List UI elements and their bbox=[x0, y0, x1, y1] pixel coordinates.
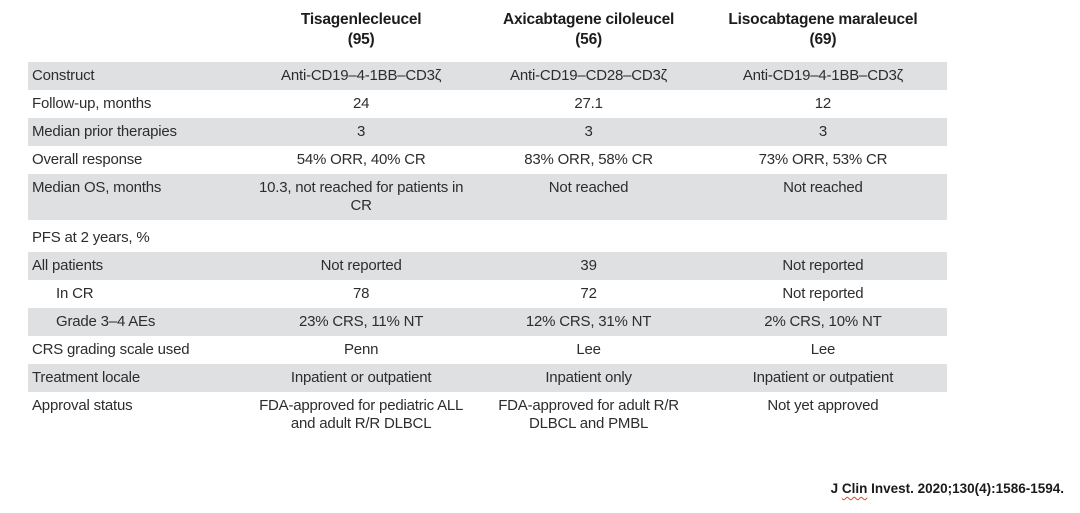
column-header-name: Axicabtagene ciloleucel bbox=[503, 11, 675, 28]
cell-followup-tisa: 24 bbox=[352, 95, 370, 112]
cell-incr-axi: 72 bbox=[580, 285, 597, 302]
row-pfs-section: PFS at 2 years, % bbox=[28, 220, 947, 252]
row-all-patients: All patients Not reported 39 Not reporte… bbox=[28, 252, 947, 280]
cell-followup-axi: 27.1 bbox=[574, 95, 603, 112]
column-header-tisagenlecleucel: Tisagenlecleucel (95) bbox=[244, 8, 478, 62]
cell-os-axi: Not reached bbox=[478, 174, 699, 220]
row-label: Overall response bbox=[32, 151, 143, 168]
cell-crsscale-axi: Lee bbox=[576, 341, 601, 358]
cell-aes-liso: 2% CRS, 10% NT bbox=[698, 308, 947, 336]
cell-locale-axi: Inpatient only bbox=[478, 364, 699, 392]
column-header-name: Lisocabtagene maraleucel bbox=[728, 11, 918, 28]
row-label: Construct bbox=[28, 62, 244, 90]
cell-pfs-liso bbox=[699, 220, 947, 252]
row-overall-response: Overall response 54% ORR, 40% CR 83% ORR… bbox=[28, 146, 947, 174]
corner-cell bbox=[28, 8, 244, 62]
cell-crsscale-tisa: Penn bbox=[344, 341, 379, 358]
cell-construct-liso: Anti-CD19–4-1BB–CD3ζ bbox=[698, 62, 947, 90]
journal-citation: J Clin Invest. 2020;130(4):1586-1594. bbox=[831, 481, 1064, 496]
cell-pfs-axi bbox=[478, 220, 699, 252]
row-in-cr: In CR 78 72 Not reported bbox=[28, 280, 947, 308]
cell-locale-liso: Inpatient or outpatient bbox=[698, 364, 947, 392]
row-grade-aes: Grade 3–4 AEs 23% CRS, 11% NT 12% CRS, 3… bbox=[28, 308, 947, 336]
cell-locale-tisa: Inpatient or outpatient bbox=[243, 364, 479, 392]
row-label: Median OS, months bbox=[28, 174, 244, 220]
row-label: Follow-up, months bbox=[32, 95, 152, 112]
cell-pfs-tisa bbox=[244, 220, 478, 252]
cell-response-axi: 83% ORR, 58% CR bbox=[524, 151, 653, 168]
cell-approval-tisa: FDA-approved for pediatric ALL and adult… bbox=[259, 397, 464, 432]
row-label: All patients bbox=[28, 252, 244, 280]
column-header-n: (56) bbox=[575, 31, 602, 48]
column-header-lisocabtagene: Lisocabtagene maraleucel (69) bbox=[699, 8, 947, 62]
row-followup: Follow-up, months 24 27.1 12 bbox=[28, 90, 947, 118]
header-row: Tisagenlecleucel (95) Axicabtagene cilol… bbox=[28, 8, 947, 62]
cell-prior-tisa: 3 bbox=[243, 118, 479, 146]
row-label: In CR bbox=[56, 285, 94, 302]
column-header-n: (69) bbox=[809, 31, 837, 48]
citation-prefix: J bbox=[830, 481, 842, 496]
row-treatment-locale: Treatment locale Inpatient or outpatient… bbox=[28, 364, 947, 392]
row-approval-status: Approval status FDA-approved for pediatr… bbox=[28, 392, 947, 438]
row-label: Approval status bbox=[32, 397, 133, 414]
cell-aes-tisa: 23% CRS, 11% NT bbox=[243, 308, 479, 336]
cell-followup-liso: 12 bbox=[814, 95, 832, 112]
citation-suffix: Invest. 2020;130(4):1586-1594. bbox=[867, 481, 1064, 496]
column-header-n: (95) bbox=[347, 31, 375, 48]
cell-prior-axi: 3 bbox=[478, 118, 699, 146]
row-construct: Construct Anti-CD19–4-1BB–CD3ζ Anti-CD19… bbox=[28, 62, 947, 90]
row-prior-therapies: Median prior therapies 3 3 3 bbox=[28, 118, 947, 146]
cell-construct-tisa: Anti-CD19–4-1BB–CD3ζ bbox=[243, 62, 479, 90]
cell-crsscale-liso: Lee bbox=[810, 341, 836, 358]
cell-os-tisa: 10.3, not reached for patients in CR bbox=[243, 174, 479, 220]
column-header-axicabtagene: Axicabtagene ciloleucel (56) bbox=[478, 8, 699, 62]
row-label: Treatment locale bbox=[28, 364, 244, 392]
row-label: CRS grading scale used bbox=[32, 341, 190, 358]
row-median-os: Median OS, months 10.3, not reached for … bbox=[28, 174, 947, 220]
row-label: Median prior therapies bbox=[28, 118, 244, 146]
cell-incr-tisa: 78 bbox=[352, 285, 370, 302]
citation-spellcheck-word: Clin bbox=[841, 481, 868, 496]
cell-approval-axi: FDA-approved for adult R/R DLBCL and PMB… bbox=[498, 397, 679, 432]
cell-response-liso: 73% ORR, 53% CR bbox=[758, 151, 888, 168]
row-label: Grade 3–4 AEs bbox=[28, 308, 244, 336]
therapy-comparison-table: Tisagenlecleucel (95) Axicabtagene cilol… bbox=[28, 8, 947, 438]
cell-allpatients-liso: Not reported bbox=[698, 252, 947, 280]
cell-prior-liso: 3 bbox=[698, 118, 947, 146]
cell-incr-liso: Not reported bbox=[782, 285, 864, 302]
column-header-name: Tisagenlecleucel bbox=[300, 11, 422, 28]
row-crs-scale: CRS grading scale used Penn Lee Lee bbox=[28, 336, 947, 364]
cell-approval-liso: Not yet approved bbox=[767, 397, 879, 414]
cell-os-liso: Not reached bbox=[698, 174, 947, 220]
section-label: PFS at 2 years, % bbox=[32, 229, 150, 246]
cell-allpatients-tisa: Not reported bbox=[243, 252, 479, 280]
cell-aes-axi: 12% CRS, 31% NT bbox=[478, 308, 699, 336]
cell-response-tisa: 54% ORR, 40% CR bbox=[296, 151, 426, 168]
cell-construct-axi: Anti-CD19–CD28–CD3ζ bbox=[478, 62, 699, 90]
cell-allpatients-axi: 39 bbox=[478, 252, 699, 280]
